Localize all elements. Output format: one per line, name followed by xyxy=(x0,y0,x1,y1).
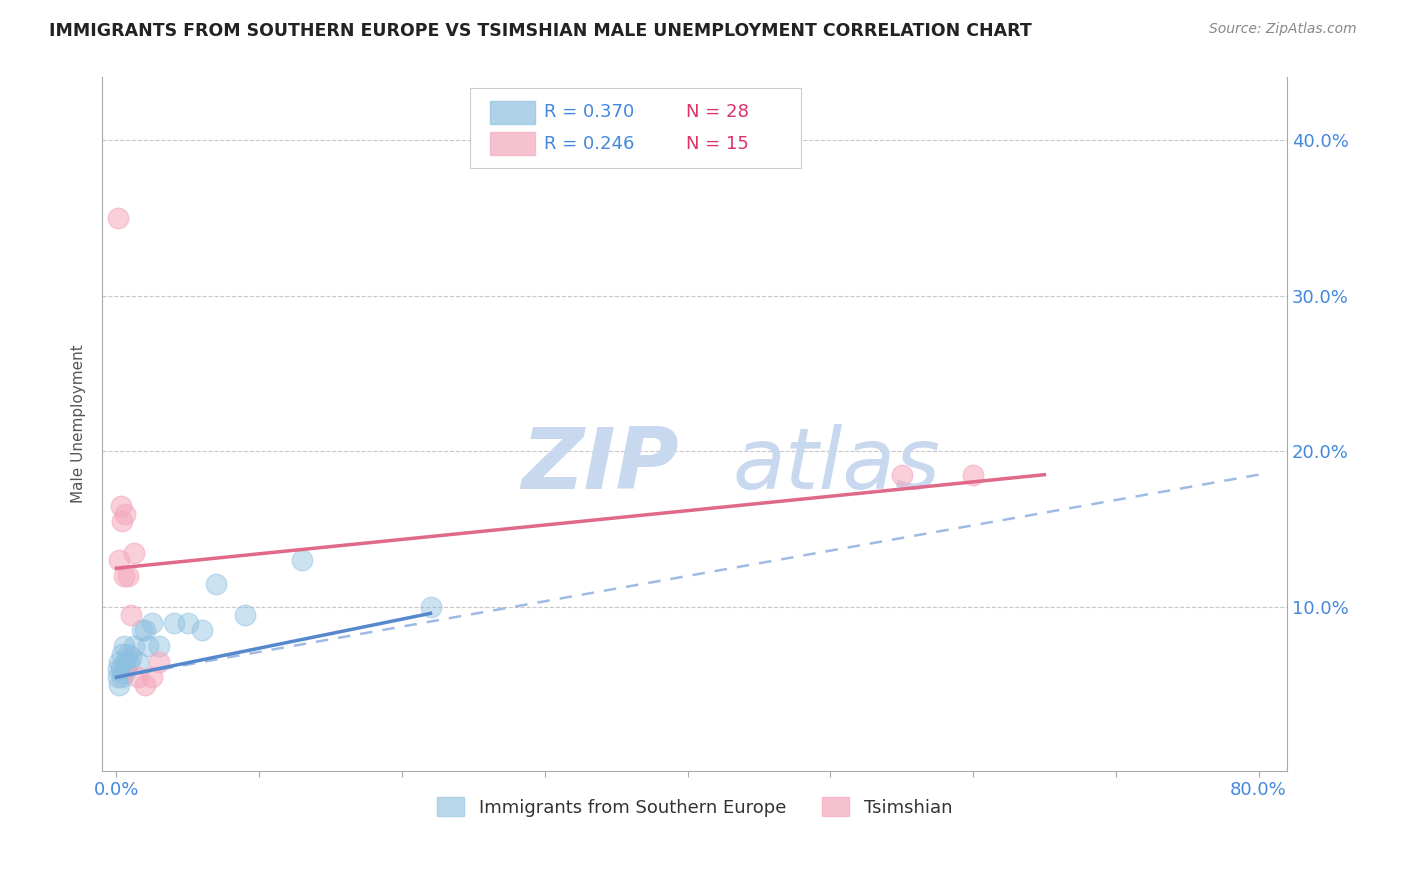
Point xyxy=(205,576,228,591)
Text: R = 0.246: R = 0.246 xyxy=(544,135,634,153)
Point xyxy=(117,647,139,661)
Y-axis label: Male Unemployment: Male Unemployment xyxy=(72,344,86,503)
Point xyxy=(141,670,163,684)
Point xyxy=(112,665,135,680)
Point xyxy=(118,655,141,669)
Legend: Immigrants from Southern Europe, Tsimshian: Immigrants from Southern Europe, Tsimshi… xyxy=(430,790,959,824)
Point xyxy=(122,639,145,653)
Point xyxy=(233,607,256,622)
Text: IMMIGRANTS FROM SOUTHERN EUROPE VS TSIMSHIAN MALE UNEMPLOYMENT CORRELATION CHART: IMMIGRANTS FROM SOUTHERN EUROPE VS TSIMS… xyxy=(49,22,1032,40)
Point xyxy=(191,624,214,638)
Text: N = 15: N = 15 xyxy=(686,135,749,153)
Point xyxy=(127,670,149,684)
Point xyxy=(120,607,142,622)
Point xyxy=(107,670,129,684)
Point xyxy=(117,569,139,583)
Point xyxy=(112,639,135,653)
Point xyxy=(111,670,134,684)
Point xyxy=(162,615,184,630)
Point xyxy=(114,655,136,669)
Point xyxy=(114,507,136,521)
Point xyxy=(962,467,984,482)
Point xyxy=(110,499,132,513)
Point xyxy=(111,647,134,661)
Text: Source: ZipAtlas.com: Source: ZipAtlas.com xyxy=(1209,22,1357,37)
Text: R = 0.370: R = 0.370 xyxy=(544,103,634,121)
Point xyxy=(134,678,156,692)
Point xyxy=(131,624,153,638)
FancyBboxPatch shape xyxy=(489,101,534,124)
Point xyxy=(134,624,156,638)
Point xyxy=(136,639,159,653)
Point xyxy=(141,615,163,630)
Point xyxy=(419,600,441,615)
Point xyxy=(107,662,129,676)
Point xyxy=(148,639,170,653)
Point xyxy=(111,515,134,529)
Point xyxy=(112,569,135,583)
Point xyxy=(108,678,131,692)
Point xyxy=(177,615,200,630)
Point xyxy=(127,655,149,669)
Point xyxy=(122,545,145,559)
Point xyxy=(291,553,314,567)
Point xyxy=(108,655,131,669)
FancyBboxPatch shape xyxy=(489,132,534,155)
Point xyxy=(110,662,132,676)
Point xyxy=(890,467,912,482)
Point xyxy=(120,650,142,665)
FancyBboxPatch shape xyxy=(470,87,801,168)
Point xyxy=(107,211,129,225)
Point xyxy=(148,655,170,669)
Text: atlas: atlas xyxy=(733,425,941,508)
Point xyxy=(108,553,131,567)
Point xyxy=(115,662,138,676)
Text: N = 28: N = 28 xyxy=(686,103,749,121)
Text: ZIP: ZIP xyxy=(522,425,679,508)
